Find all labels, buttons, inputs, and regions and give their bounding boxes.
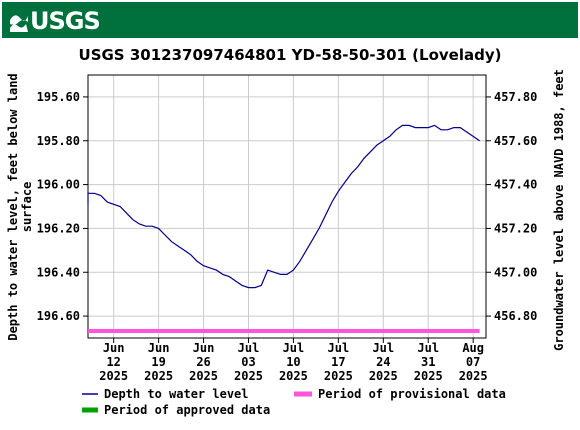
x-tick-year: 2025 bbox=[324, 369, 353, 383]
y-right-tick-label: 457.20 bbox=[494, 221, 537, 235]
y-left-tick-label: 196.60 bbox=[37, 309, 80, 323]
x-tick-day: 12 bbox=[106, 355, 120, 369]
x-tick-year: 2025 bbox=[234, 369, 263, 383]
y-left-tick-label: 195.60 bbox=[37, 90, 80, 104]
legend-label-depth: Depth to water level bbox=[104, 387, 249, 401]
x-tick-day: 31 bbox=[421, 355, 435, 369]
usgs-wave-icon bbox=[10, 15, 28, 32]
x-tick-month: Aug bbox=[462, 341, 484, 355]
legend-label-provisional: Period of provisional data bbox=[318, 387, 506, 401]
y-left-tick-label: 196.00 bbox=[37, 178, 80, 192]
y-left-tick-label: 195.80 bbox=[37, 134, 80, 148]
x-tick-month: Jul bbox=[328, 341, 350, 355]
y-left-axis-title-line2: surface bbox=[20, 182, 34, 233]
x-tick-year: 2025 bbox=[414, 369, 443, 383]
x-tick-month: Jun bbox=[148, 341, 170, 355]
x-tick-year: 2025 bbox=[369, 369, 398, 383]
x-tick-day: 07 bbox=[466, 355, 480, 369]
x-tick-day: 26 bbox=[196, 355, 210, 369]
x-tick-month: Jul bbox=[238, 341, 260, 355]
y-left-tick-label: 196.40 bbox=[37, 265, 80, 279]
legend-label-approved: Period of approved data bbox=[104, 403, 270, 417]
y-left-axis-title-line1: Depth to water level, feet below land bbox=[6, 73, 20, 340]
y-right-tick-label: 456.80 bbox=[494, 309, 537, 323]
x-tick-month: Jul bbox=[283, 341, 305, 355]
x-tick-day: 10 bbox=[286, 355, 300, 369]
y-left-tick-label: 196.20 bbox=[37, 221, 80, 235]
x-tick-day: 03 bbox=[241, 355, 255, 369]
x-tick-month: Jun bbox=[103, 341, 125, 355]
series-line-depth-to-water bbox=[87, 124, 480, 289]
x-tick-year: 2025 bbox=[279, 369, 308, 383]
usgs-logo-text: USGS bbox=[30, 7, 101, 35]
x-tick-month: Jul bbox=[417, 341, 439, 355]
y-right-tick-label: 457.60 bbox=[494, 134, 537, 148]
y-right-axis-title: Groundwater level above NAVD 1988, feet bbox=[552, 69, 566, 351]
x-tick-year: 2025 bbox=[99, 369, 128, 383]
usgs-logo: USGS bbox=[8, 6, 101, 35]
x-tick-year: 2025 bbox=[189, 369, 218, 383]
y-right-tick-label: 457.40 bbox=[494, 178, 537, 192]
x-tick-month: Jul bbox=[372, 341, 394, 355]
x-tick-day: 24 bbox=[376, 355, 390, 369]
x-tick-day: 19 bbox=[151, 355, 165, 369]
x-tick-day: 17 bbox=[331, 355, 345, 369]
y-right-tick-label: 457.00 bbox=[494, 265, 537, 279]
plot-frame bbox=[87, 74, 487, 339]
y-right-tick-label: 457.80 bbox=[494, 90, 537, 104]
x-tick-month: Jun bbox=[193, 341, 215, 355]
x-tick-year: 2025 bbox=[144, 369, 173, 383]
x-tick-year: 2025 bbox=[459, 369, 488, 383]
chart-title: USGS 301237097464801 YD-58-50-301 (Lovel… bbox=[79, 46, 502, 64]
usgs-banner: USGS bbox=[2, 2, 578, 38]
